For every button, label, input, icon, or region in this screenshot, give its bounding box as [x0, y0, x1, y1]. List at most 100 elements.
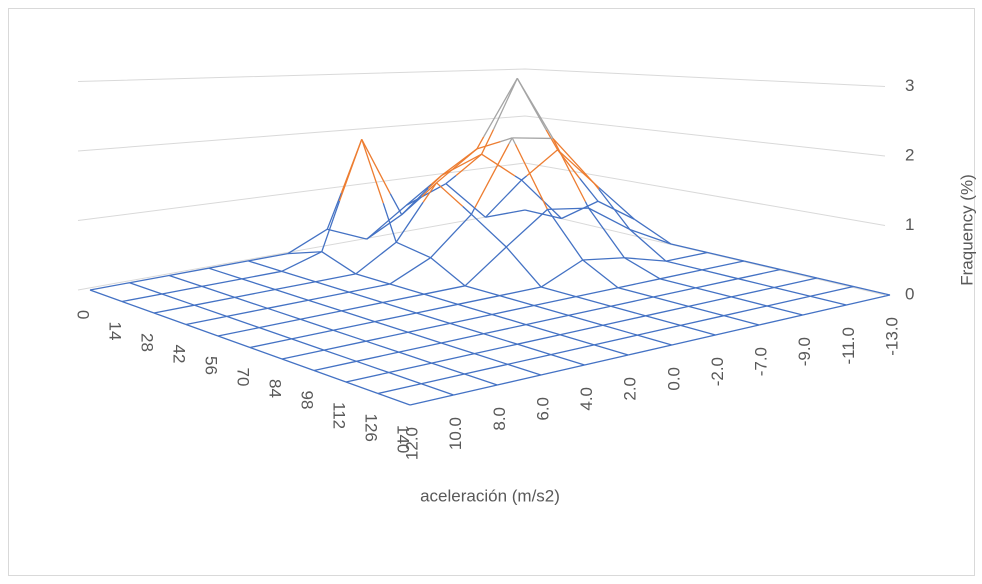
- column-label: -2.0: [708, 357, 727, 386]
- surface-edge: [610, 305, 646, 317]
- column-label: 2.0: [621, 377, 640, 401]
- surface-edge: [423, 285, 466, 295]
- surface-edge: [780, 268, 818, 279]
- surface-edge: [409, 394, 454, 406]
- row-label: 98: [298, 391, 317, 410]
- surface-edge: [617, 278, 661, 289]
- surface-edge: [332, 329, 367, 342]
- surface-edge: [423, 293, 459, 305]
- surface-edge: [121, 300, 155, 314]
- surface-edge: [430, 213, 472, 259]
- surface-edge: [665, 251, 708, 262]
- surface-edge: [723, 305, 768, 317]
- surface-edge: [715, 324, 760, 336]
- surface-edge: [395, 201, 424, 243]
- surface-edge: [670, 243, 708, 254]
- surface-edge: [593, 182, 600, 190]
- surface-edge: [129, 282, 163, 295]
- surface-edge: [540, 259, 584, 288]
- surface-edge: [659, 269, 703, 280]
- surface-edge: [546, 209, 584, 261]
- surface-edge: [598, 188, 631, 230]
- surface-edge: [287, 228, 328, 255]
- surface-edge: [579, 177, 599, 202]
- surface-edge: [497, 374, 542, 386]
- surface-edge: [389, 283, 425, 295]
- surface-edge: [457, 295, 500, 305]
- row-label: 126: [362, 414, 381, 442]
- surface-edge: [545, 129, 559, 151]
- surface-edge: [524, 209, 562, 220]
- surface-edge: [517, 334, 561, 345]
- surface-edge: [338, 139, 363, 202]
- surface-edge: [401, 196, 423, 216]
- surface-edge: [168, 267, 209, 277]
- surface-edge: [499, 286, 542, 297]
- surface-edge: [321, 251, 357, 275]
- surface-edge: [602, 324, 638, 336]
- surface-edge: [291, 338, 325, 351]
- surface-edge: [194, 304, 227, 318]
- surface-edge: [374, 312, 417, 323]
- surface-edge: [365, 331, 409, 342]
- surface-edge: [313, 360, 357, 372]
- surface-edge: [382, 293, 425, 304]
- surface-edge: [695, 287, 732, 298]
- surface-edge: [365, 340, 400, 353]
- surface-edge: [355, 273, 391, 285]
- surface-edge: [258, 327, 292, 340]
- surface-edge: [249, 338, 292, 349]
- surface-edge: [653, 287, 696, 298]
- z-tick-label: 3: [905, 76, 914, 95]
- surface-edge: [431, 353, 475, 364]
- surface-edge: [492, 78, 518, 130]
- surface-edge: [483, 323, 527, 335]
- surface-edge: [665, 260, 703, 271]
- surface-edge: [688, 296, 732, 307]
- surface-edge: [326, 192, 343, 230]
- surface-edge: [201, 285, 235, 298]
- surface-edge: [421, 182, 437, 198]
- surface-edge: [161, 285, 203, 295]
- column-label: 4.0: [577, 387, 596, 411]
- surface-edge: [464, 285, 500, 297]
- surface-edge: [421, 373, 465, 385]
- surface-edge: [274, 281, 316, 291]
- surface-edge: [810, 295, 847, 306]
- surface-edge: [499, 295, 535, 307]
- surface-edge: [327, 228, 367, 240]
- row-label: 140: [394, 425, 413, 453]
- surface-edge: [593, 334, 638, 346]
- surface-edge: [333, 320, 375, 331]
- surface-edge: [582, 259, 619, 289]
- surface-edge: [491, 304, 535, 316]
- surface-edge: [552, 138, 595, 184]
- surface-edge: [593, 344, 629, 356]
- surface-edge: [637, 334, 672, 346]
- surface-edge: [623, 257, 661, 280]
- column-label: -7.0: [752, 347, 771, 376]
- surface-edge: [287, 251, 322, 255]
- surface-edge: [550, 353, 585, 366]
- surface-edge: [584, 354, 629, 366]
- surface-edge: [356, 360, 390, 374]
- surface-edge: [356, 351, 399, 362]
- surface-edge: [688, 305, 724, 317]
- surface-edge: [533, 304, 569, 317]
- surface-edge: [348, 283, 390, 293]
- surface-edge: [533, 296, 577, 307]
- surface-edge: [389, 193, 403, 216]
- surface-edge: [389, 257, 431, 285]
- surface-edge: [816, 277, 854, 288]
- surface-edge: [701, 269, 739, 280]
- surface-edge: [525, 314, 569, 326]
- surface-edge: [194, 296, 235, 306]
- surface-edge: [575, 296, 612, 307]
- surface-edge: [481, 129, 495, 155]
- surface-edge: [281, 270, 316, 283]
- surface-edge: [547, 207, 589, 211]
- surface-edge: [217, 335, 251, 349]
- surface-edge: [568, 314, 604, 326]
- surface-edge: [321, 200, 341, 252]
- surface-edge: [308, 299, 342, 312]
